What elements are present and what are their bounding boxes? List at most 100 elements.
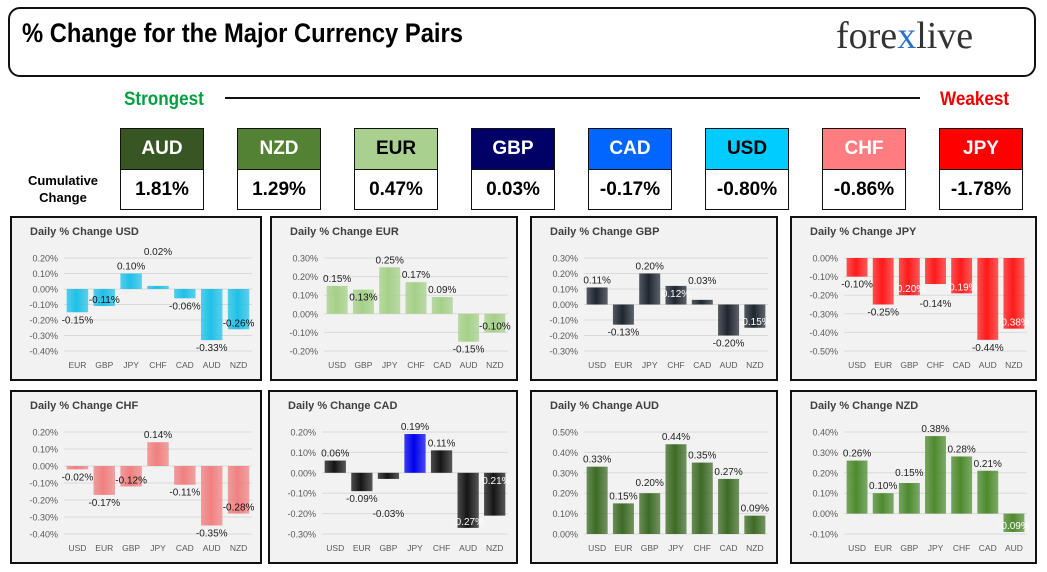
x-tick-label: CAD xyxy=(433,360,451,370)
y-tick-label: -0.20% xyxy=(29,316,58,326)
data-label: -0.28% xyxy=(223,503,255,514)
cumulative-box-chf: CHF -0.86% xyxy=(822,128,906,210)
cumulative-value: -0.17% xyxy=(589,170,671,209)
y-tick-label: -0.40% xyxy=(29,530,58,540)
y-tick-label: 0.50% xyxy=(552,428,578,438)
bar-gbp xyxy=(898,258,920,296)
y-tick-label: -0.20% xyxy=(809,291,838,301)
data-label: 0.03% xyxy=(688,276,716,287)
cumulative-box-nzd: NZD 1.29% xyxy=(237,128,321,210)
data-label: 0.17% xyxy=(402,270,430,281)
bar-cad xyxy=(174,289,196,299)
page-title: % Change for the Major Currency Pairs xyxy=(22,18,463,48)
y-tick-label: 0.20% xyxy=(32,428,58,438)
y-tick-label: -0.20% xyxy=(289,347,318,357)
bar-usd xyxy=(846,258,868,277)
bar-chf xyxy=(691,462,713,534)
data-label: -0.26% xyxy=(223,318,255,329)
bar-chf xyxy=(405,282,427,314)
data-label: -0.11% xyxy=(169,488,200,499)
x-tick-label: USD xyxy=(848,360,866,370)
bar-jpy xyxy=(639,273,661,305)
y-tick-label: -0.10% xyxy=(549,316,578,326)
data-label: 0.06% xyxy=(321,449,349,460)
chart-title: Daily % Change EUR xyxy=(290,226,399,238)
cumulative-box-cad: CAD -0.17% xyxy=(588,128,672,210)
data-label: -0.27% xyxy=(452,517,484,528)
bar-jpy xyxy=(665,444,687,534)
x-tick-label: NZD xyxy=(746,543,763,553)
data-label: 0.02% xyxy=(144,247,172,258)
bar-chf xyxy=(430,450,453,473)
y-tick-label: -0.10% xyxy=(29,300,58,310)
bar-nzd xyxy=(744,515,766,534)
bar-eur xyxy=(872,493,894,514)
x-tick-label: JPY xyxy=(150,543,166,553)
x-tick-label: AUD xyxy=(1005,543,1023,553)
x-tick-label: CHF xyxy=(667,360,684,370)
x-tick-label: EUR xyxy=(874,360,892,370)
chart-panel: -0.40% -0.30% -0.20% -0.10% 0.00% 0.10% 0.20% U… xyxy=(10,390,262,564)
x-tick-label: GBP xyxy=(354,360,372,370)
bar-eur xyxy=(612,503,634,534)
bar-gbp xyxy=(377,472,400,479)
data-label: 0.14% xyxy=(144,430,172,441)
bar-usd xyxy=(324,460,346,473)
data-label: -0.11% xyxy=(89,295,120,306)
x-tick-label: USD xyxy=(326,543,344,553)
chart-title: Daily % Change JPY xyxy=(810,226,917,238)
chart-panel: -0.30% -0.20% -0.10% 0.00% 0.10% 0.20% 0.30% US… xyxy=(530,216,778,381)
bar-usd xyxy=(326,285,348,314)
y-tick-label: 0.20% xyxy=(32,254,58,264)
bar-jpy xyxy=(147,442,169,466)
data-label: -0.20% xyxy=(713,339,745,350)
x-tick-label: CAD xyxy=(693,360,711,370)
x-tick-label: JPY xyxy=(642,360,658,370)
x-tick-label: USD xyxy=(588,543,606,553)
data-label: -0.17% xyxy=(88,498,120,509)
y-tick-label: 0.00% xyxy=(812,509,838,519)
chart-panel: -0.50% -0.40% -0.30% -0.20% -0.10% 0.00% USD EU… xyxy=(790,216,1037,381)
y-tick-label: 0.30% xyxy=(552,254,578,264)
data-label: -0.13% xyxy=(608,328,640,339)
data-label: 0.09% xyxy=(741,504,769,515)
data-label: -0.25% xyxy=(867,308,899,319)
bar-nzd xyxy=(1003,258,1025,329)
data-label: -0.15% xyxy=(62,315,94,326)
data-label: -0.15% xyxy=(453,345,485,356)
y-tick-label: 0.00% xyxy=(552,300,578,310)
weakest-label: Weakest xyxy=(940,89,1010,110)
data-label: -0.44% xyxy=(972,343,1004,354)
bar-aud xyxy=(458,313,480,342)
x-tick-label: JPY xyxy=(123,360,139,370)
x-tick-label: EUR xyxy=(353,543,371,553)
data-label: 0.25% xyxy=(376,255,404,266)
bar-usd xyxy=(586,466,608,534)
x-tick-label: EUR xyxy=(614,360,632,370)
y-tick-label: -0.30% xyxy=(809,309,838,319)
data-label: 0.11% xyxy=(428,438,456,449)
x-tick-label: CHF xyxy=(433,543,450,553)
bar-chf xyxy=(951,456,973,514)
bar-nzd xyxy=(484,313,506,333)
x-tick-label: EUR xyxy=(874,543,892,553)
bar-eur xyxy=(351,472,373,492)
x-tick-label: CHF xyxy=(149,360,166,370)
bar-eur xyxy=(872,258,894,305)
y-tick-label: -0.10% xyxy=(809,530,838,540)
data-label: 0.11% xyxy=(583,275,611,286)
bar-chf xyxy=(147,285,169,289)
y-tick-label: 0.10% xyxy=(812,489,838,499)
y-tick-label: 0.20% xyxy=(552,489,578,499)
chart-panel: 0.00% 0.10% 0.20% 0.30% 0.40% 0.50% USD EUR GBP J… xyxy=(530,390,778,564)
bar-chf xyxy=(665,285,687,305)
y-tick-label: 0.10% xyxy=(290,448,316,458)
x-tick-label: NZD xyxy=(230,360,247,370)
cumulative-value: -0.80% xyxy=(706,170,788,209)
chart-title: Daily % Change CAD xyxy=(288,400,398,412)
x-tick-label: NZD xyxy=(486,360,503,370)
bar-nzd xyxy=(227,289,250,330)
bar-aud xyxy=(457,472,479,528)
data-label: 0.15% xyxy=(323,274,351,285)
x-tick-label: CAD xyxy=(176,360,194,370)
